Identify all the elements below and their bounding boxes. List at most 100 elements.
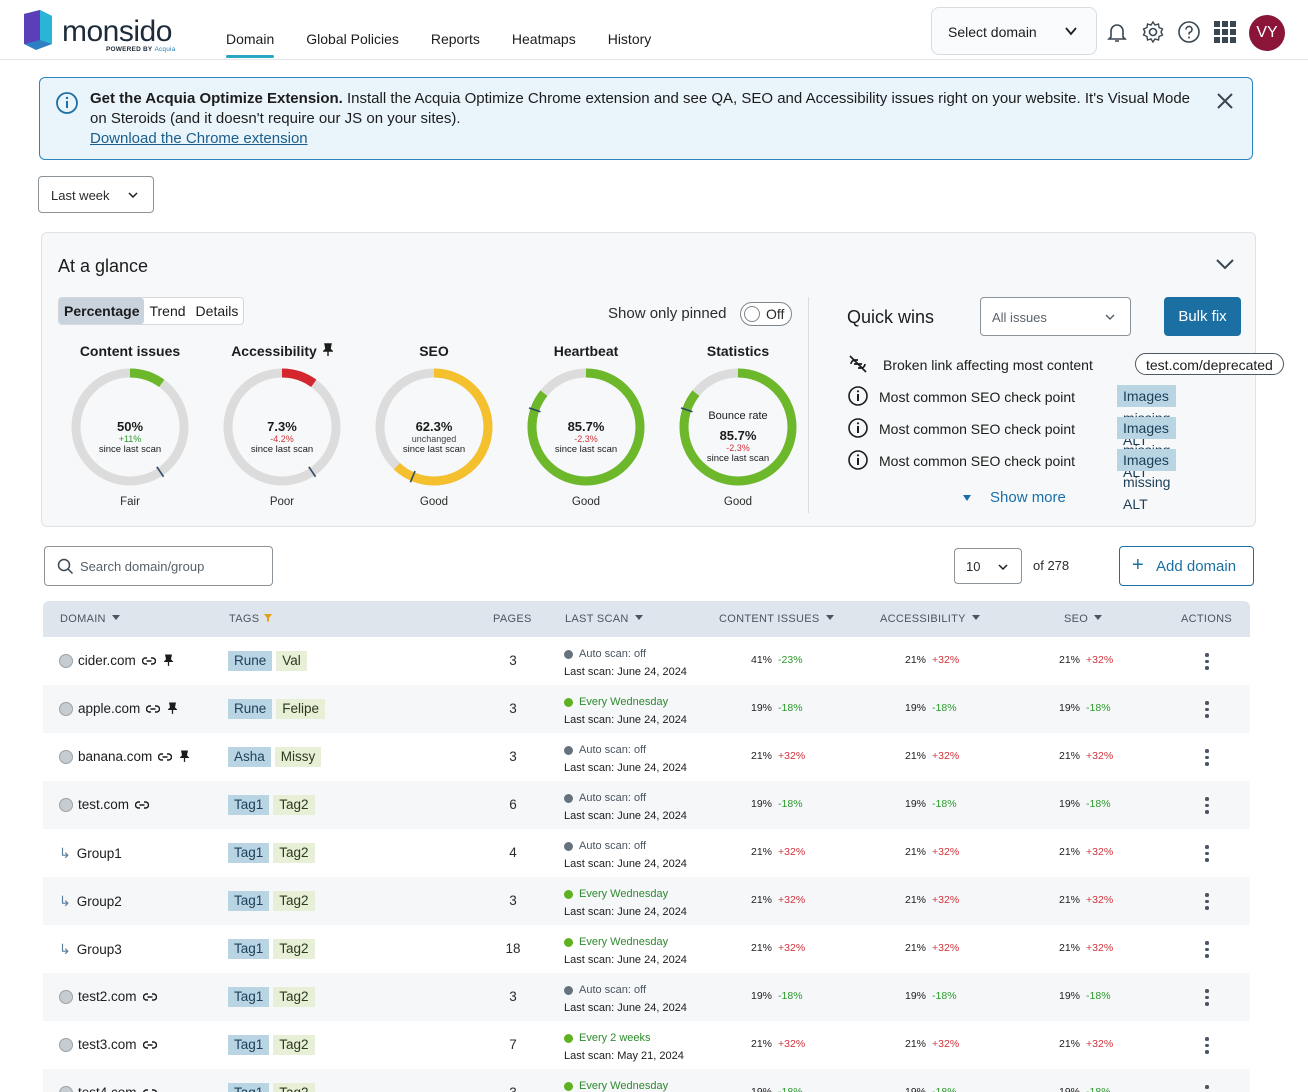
add-domain-button[interactable]: + Add domain <box>1119 546 1254 586</box>
quick-win-chip[interactable]: Images missing ALT <box>1117 417 1177 480</box>
tag-chip[interactable]: Tag2 <box>273 1083 315 1092</box>
table-row[interactable]: test2.com Tag1 Tag2 3 Auto scan: off Last sca… <box>43 973 1250 1021</box>
row-actions-kebab-icon[interactable] <box>1199 1035 1215 1055</box>
nav-item-heatmaps[interactable]: Heatmaps <box>511 31 576 47</box>
collapse-chevron-icon[interactable] <box>1215 257 1235 271</box>
tag-chip[interactable]: Tag1 <box>228 1035 270 1055</box>
external-link-icon[interactable] <box>141 656 156 666</box>
tag-chip[interactable]: Tag1 <box>228 843 270 863</box>
col-header-content-issues[interactable]: CONTENT ISSUES <box>719 613 834 625</box>
search-input[interactable]: Search domain/group <box>44 546 273 586</box>
apps-grid-icon[interactable] <box>1213 20 1237 44</box>
quick-win-chip[interactable]: test.com/deprecated <box>1135 353 1284 375</box>
tab-percentage[interactable]: Percentage <box>59 298 145 324</box>
gear-icon[interactable] <box>1141 20 1165 44</box>
tab-details[interactable]: Details <box>195 303 239 319</box>
tag-chip[interactable]: Tag2 <box>273 987 315 1007</box>
domain-name[interactable]: banana.com <box>78 749 153 764</box>
tag-chip[interactable]: Tag2 <box>273 843 315 863</box>
domain-name-cell[interactable]: ↳ Group3 <box>59 941 122 958</box>
external-link-icon[interactable] <box>142 1040 157 1050</box>
nav-item-history[interactable]: History <box>607 31 652 47</box>
pin-icon[interactable] <box>168 702 178 715</box>
monsido-logo[interactable]: monsido POWERED BY Acquia <box>22 10 192 54</box>
domain-name[interactable]: apple.com <box>78 701 141 716</box>
gauge-heartbeat[interactable]: Heartbeat 85.7% -2.3% since last scan Good <box>516 341 656 511</box>
show-pinned-toggle[interactable]: Off <box>740 302 792 326</box>
close-icon[interactable] <box>1216 92 1234 110</box>
external-link-icon[interactable] <box>158 752 173 762</box>
user-avatar[interactable]: VY <box>1249 15 1285 51</box>
domain-name-cell[interactable]: banana.com <box>59 749 190 764</box>
table-row[interactable]: banana.com Asha Missy 3 Auto scan: off Last s… <box>43 733 1250 781</box>
domain-name[interactable]: Group1 <box>76 846 122 861</box>
table-row[interactable]: test3.com Tag1 Tag2 7 Every 2 weeks Last scan… <box>43 1021 1250 1069</box>
domain-select[interactable]: Select domain <box>931 7 1097 55</box>
external-link-icon[interactable] <box>146 704 161 714</box>
pin-icon[interactable] <box>163 654 173 667</box>
issues-filter-select[interactable]: All issues <box>980 297 1131 336</box>
col-header-seo[interactable]: SEO <box>1064 613 1103 625</box>
period-select[interactable]: Last week <box>38 176 154 213</box>
col-header-tags[interactable]: TAGS <box>229 613 273 625</box>
domain-name[interactable]: test3.com <box>78 1037 137 1052</box>
show-more-link[interactable]: Show more <box>963 489 1066 506</box>
gauge-content-issues[interactable]: Content issues 50% +11% since last scan Fair <box>60 341 200 511</box>
tag-chip[interactable]: Tag1 <box>228 1083 270 1092</box>
table-row[interactable]: ↳ Group2 Tag1 Tag2 3 Every Wednesday Last scan… <box>43 877 1250 925</box>
quick-win-chip[interactable]: Images missing ALT <box>1117 385 1177 448</box>
tag-chip[interactable]: Rune <box>228 699 273 719</box>
bell-icon[interactable] <box>1105 20 1129 44</box>
tag-chip[interactable]: Tag1 <box>228 939 270 959</box>
nav-item-domain[interactable]: Domain <box>210 0 290 60</box>
tag-chip[interactable]: Tag1 <box>228 987 270 1007</box>
table-row[interactable]: cider.com Rune Val 3 Auto scan: off Last scan… <box>43 637 1250 685</box>
pin-icon[interactable] <box>180 750 190 763</box>
domain-name-cell[interactable]: apple.com <box>59 701 178 716</box>
domain-name[interactable]: test2.com <box>78 989 137 1004</box>
domain-name[interactable]: test.com <box>78 797 130 812</box>
external-link-icon[interactable] <box>142 992 157 1002</box>
tag-chip[interactable]: Felipe <box>276 699 326 719</box>
nav-item-global-policies[interactable]: Global Policies <box>306 31 399 47</box>
gauge-seo[interactable]: SEO 62.3% unchanged since last scan Good <box>364 341 504 511</box>
download-extension-link[interactable]: Download the Chrome extension <box>90 130 308 147</box>
tag-chip[interactable]: Tag1 <box>228 795 270 815</box>
gauge-statistics[interactable]: Statistics Bounce rate 85.7% -2.3% since las… <box>668 341 808 511</box>
row-actions-kebab-icon[interactable] <box>1199 699 1215 719</box>
table-row[interactable]: test.com Tag1 Tag2 6 Auto scan: off Last scan… <box>43 781 1250 829</box>
table-row[interactable]: ↳ Group1 Tag1 Tag2 4 Auto scan: off Last scan:… <box>43 829 1250 877</box>
domain-name-cell[interactable]: test4.com <box>59 1085 157 1092</box>
col-header-accessibility[interactable]: ACCESSIBILITY <box>880 613 980 625</box>
tag-chip[interactable]: Tag2 <box>273 795 315 815</box>
tag-chip[interactable]: Asha <box>228 747 271 767</box>
bulk-fix-button[interactable]: Bulk fix <box>1164 297 1241 336</box>
nav-item-reports[interactable]: Reports <box>430 31 480 47</box>
domain-name-cell[interactable]: cider.com <box>59 653 173 668</box>
domain-name[interactable]: cider.com <box>78 653 136 668</box>
tag-chip[interactable]: Val <box>276 651 307 671</box>
domain-name-cell[interactable]: ↳ Group2 <box>59 893 122 910</box>
row-actions-kebab-icon[interactable] <box>1199 987 1215 1007</box>
domain-name[interactable]: Group2 <box>76 894 122 909</box>
external-link-icon[interactable] <box>142 1088 157 1092</box>
external-link-icon[interactable] <box>135 800 150 810</box>
row-actions-kebab-icon[interactable] <box>1199 891 1215 911</box>
domain-name-cell[interactable]: test3.com <box>59 1037 157 1052</box>
tag-chip[interactable]: Tag2 <box>273 891 315 911</box>
tag-chip[interactable]: Rune <box>228 651 273 671</box>
tag-chip[interactable]: Tag2 <box>273 1035 315 1055</box>
tag-chip[interactable]: Missy <box>274 747 322 767</box>
row-actions-kebab-icon[interactable] <box>1199 651 1215 671</box>
col-header-domain[interactable]: DOMAIN <box>60 613 120 625</box>
row-actions-kebab-icon[interactable] <box>1199 1083 1215 1092</box>
help-icon[interactable] <box>1177 20 1201 44</box>
col-header-last-scan[interactable]: LAST SCAN <box>565 613 643 625</box>
tab-trend[interactable]: Trend <box>149 303 186 319</box>
row-actions-kebab-icon[interactable] <box>1199 939 1215 959</box>
row-actions-kebab-icon[interactable] <box>1199 795 1215 815</box>
domain-name[interactable]: Group3 <box>76 942 122 957</box>
table-row[interactable]: ↳ Group3 Tag1 Tag2 18 Every Wednesday Last sca… <box>43 925 1250 973</box>
domain-name-cell[interactable]: test2.com <box>59 989 157 1004</box>
